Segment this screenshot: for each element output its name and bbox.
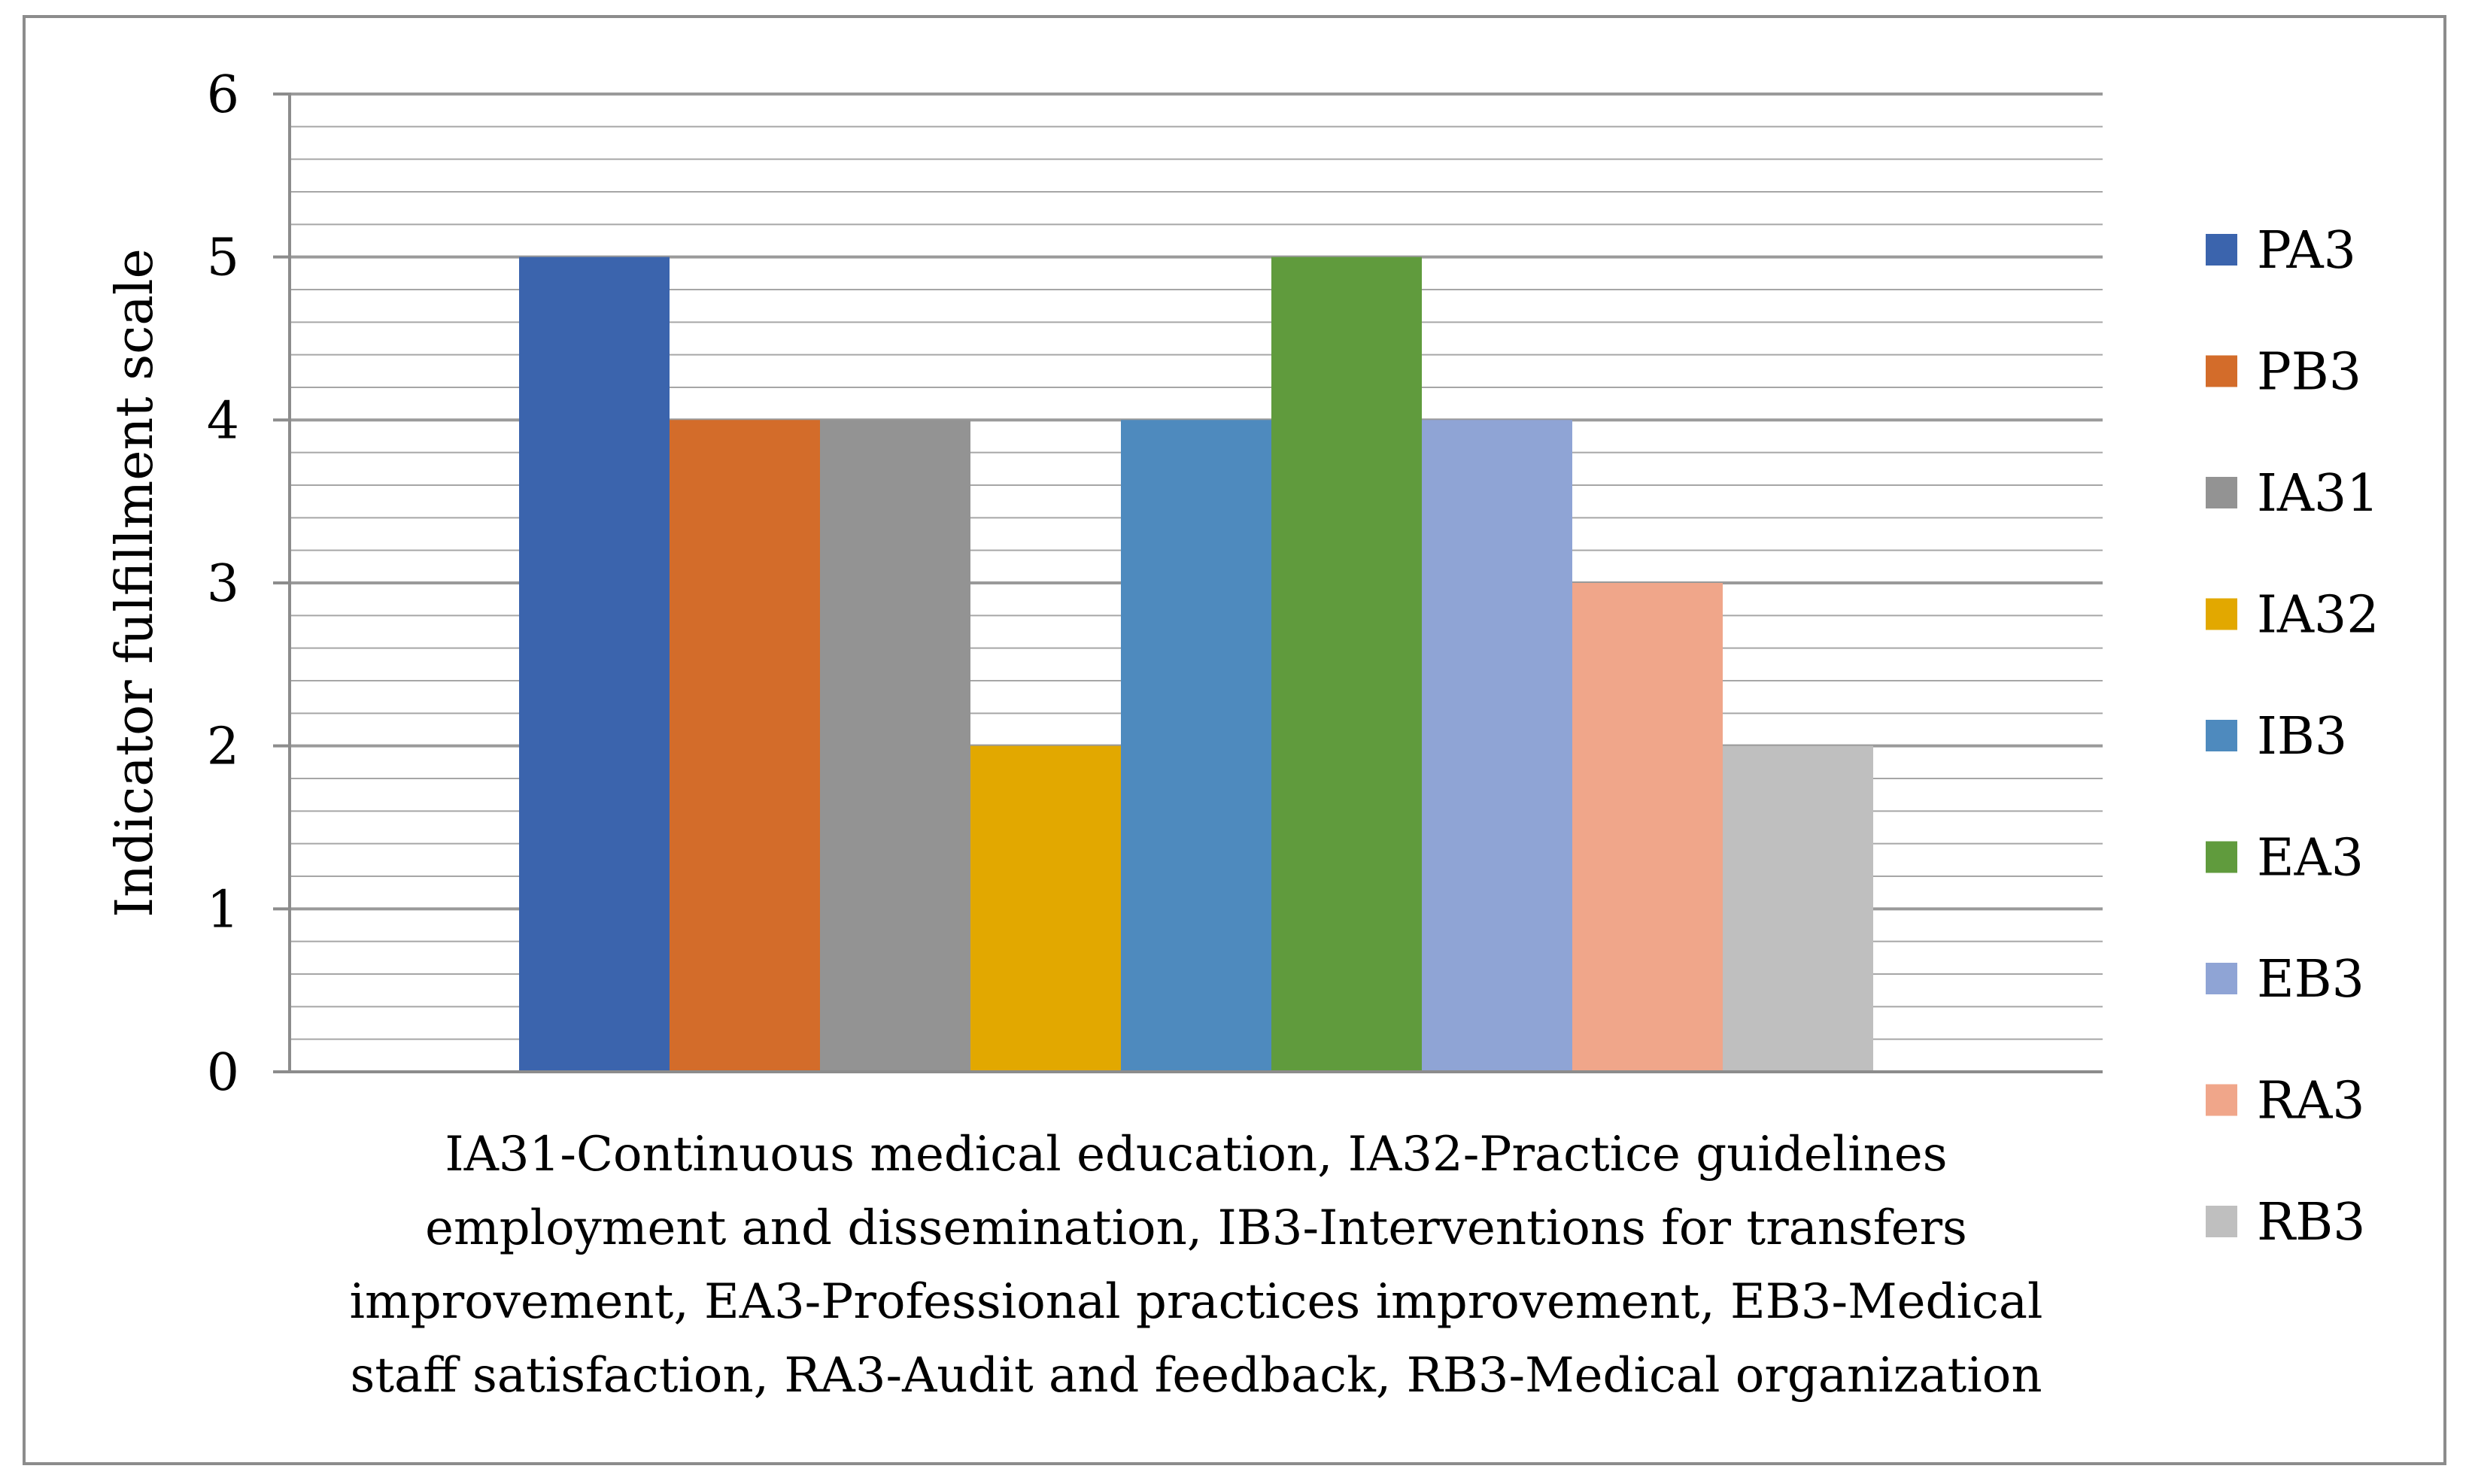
legend-label-ea3: EA3: [2257, 829, 2364, 888]
legend-label-pa3: PA3: [2257, 221, 2356, 281]
axes: [273, 93, 2103, 1073]
legend-swatch-rb3: [2206, 1206, 2237, 1237]
bar-ea3: [1271, 256, 1422, 1073]
legend-label-ra3: RA3: [2257, 1072, 2365, 1131]
y-tick-labels: 0 1 2 3 4 5 6: [207, 65, 239, 1103]
legend-label-eb3: EB3: [2257, 950, 2364, 1009]
x-axis-label-line: improvement, EA3-Professional practices …: [350, 1274, 2043, 1330]
legend: PA3 PB3 IA31 IA32 IB3 EA3 EB3 RA3 RB3: [2206, 221, 2379, 1252]
x-axis-label-line: employment and dissemination, IB3-Interv…: [425, 1200, 1967, 1256]
bar-pa3: [519, 256, 670, 1073]
bar-ib3: [1121, 420, 1271, 1072]
bar-ia32: [970, 745, 1121, 1072]
bar-eb3: [1422, 420, 1572, 1072]
legend-swatch-ib3: [2206, 720, 2237, 751]
y-tick-label: 3: [207, 554, 239, 614]
x-axis-label-line: IA31-Continuous medical education, IA32-…: [445, 1127, 1947, 1182]
legend-swatch-ia32: [2206, 598, 2237, 630]
legend-swatch-eb3: [2206, 963, 2237, 994]
legend-label-ia32: IA32: [2257, 586, 2379, 645]
y-axis-title: Indicator fulfillment scale: [105, 248, 165, 917]
legend-label-pb3: PB3: [2257, 343, 2361, 402]
legend-swatch-ia31: [2206, 477, 2237, 508]
y-tick-label: 5: [207, 229, 239, 288]
legend-swatch-ea3: [2206, 841, 2237, 873]
legend-label-ia31: IA31: [2257, 464, 2379, 523]
y-tick-label: 1: [207, 880, 239, 939]
bar-ia31: [820, 420, 970, 1072]
y-tick-label: 0: [207, 1043, 239, 1103]
y-tick-label: 4: [207, 391, 239, 451]
x-axis-label: IA31-Continuous medical education, IA32-…: [350, 1127, 2043, 1404]
legend-swatch-ra3: [2206, 1084, 2237, 1116]
legend-label-ib3: IB3: [2257, 707, 2347, 766]
x-axis-label-line: staff satisfaction, RA3-Audit and feedba…: [350, 1348, 2042, 1404]
legend-swatch-pb3: [2206, 355, 2237, 387]
bars: [519, 256, 1873, 1073]
y-tick-label: 6: [207, 65, 239, 125]
bar-ra3: [1572, 583, 1723, 1072]
legend-swatch-pa3: [2206, 234, 2237, 266]
y-tick-label: 2: [207, 718, 239, 777]
legend-label-rb3: RB3: [2257, 1193, 2365, 1252]
bar-pb3: [670, 420, 820, 1072]
bar-rb3: [1723, 745, 1873, 1072]
